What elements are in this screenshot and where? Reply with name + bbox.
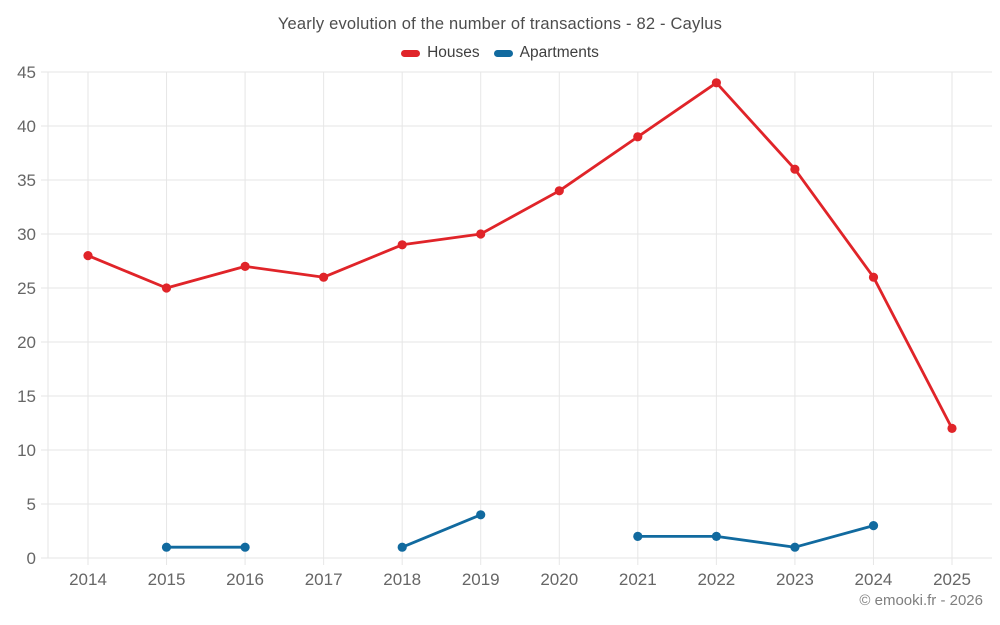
apartments-series-line [165, 513, 875, 549]
legend-item-apartments[interactable]: Apartments [493, 44, 599, 62]
y-tick-label: 20 [17, 333, 36, 352]
houses-series-line [86, 81, 954, 430]
y-tick-label: 0 [27, 549, 36, 568]
x-tick-label: 2016 [226, 570, 264, 589]
x-tick-label: 2022 [697, 570, 735, 589]
x-tick-label: 2021 [619, 570, 657, 589]
y-tick-label: 10 [17, 441, 36, 460]
houses-data-point[interactable] [240, 261, 250, 271]
y-tick-label: 15 [17, 387, 36, 406]
houses-data-point[interactable] [868, 272, 879, 282]
y-tick-label: 40 [17, 117, 36, 136]
apartments-data-point[interactable] [476, 510, 486, 520]
houses-data-point[interactable] [633, 132, 643, 142]
x-tick-label: 2014 [69, 570, 107, 589]
houses-data-point[interactable] [161, 283, 172, 293]
chart-title: Yearly evolution of the number of transa… [277, 15, 723, 33]
y-tick-label: 25 [17, 279, 36, 298]
apartments-data-point[interactable] [240, 542, 250, 552]
houses-data-point[interactable] [554, 186, 564, 196]
y-tick-label: 45 [17, 63, 36, 82]
x-tick-label: 2017 [305, 570, 343, 589]
x-tick-label: 2019 [462, 570, 500, 589]
x-tick-label: 2025 [933, 570, 971, 589]
legend-label-houses: Houses [427, 44, 480, 61]
footer-credit: © emooki.fr - 2026 [859, 592, 983, 609]
houses-series-swatch-icon [401, 49, 421, 57]
houses-data-point[interactable] [711, 78, 722, 88]
houses-data-point[interactable] [947, 423, 957, 433]
apartments-data-point[interactable] [711, 531, 722, 542]
houses-data-point[interactable] [790, 164, 800, 174]
x-tick-label: 2020 [540, 570, 578, 589]
y-tick-label: 5 [27, 495, 36, 514]
legend: Houses Apartments [0, 44, 1000, 62]
apartments-data-point[interactable] [633, 531, 643, 542]
y-tick-label: 35 [17, 171, 36, 190]
apartments-series-swatch-icon [493, 49, 513, 57]
houses-data-point[interactable] [319, 272, 329, 282]
y-tick-label: 30 [17, 225, 36, 244]
houses-data-point[interactable] [476, 229, 486, 239]
x-tick-label: 2023 [776, 570, 814, 589]
x-tick-label: 2018 [383, 570, 421, 589]
apartments-data-point[interactable] [161, 542, 172, 552]
x-tick-label: 2024 [855, 570, 893, 589]
houses-data-point[interactable] [83, 251, 93, 261]
apartments-data-point[interactable] [790, 542, 800, 552]
houses-data-point[interactable] [397, 240, 407, 250]
apartments-data-point[interactable] [397, 542, 407, 552]
apartments-data-point[interactable] [868, 521, 879, 531]
legend-item-houses[interactable]: Houses [401, 44, 480, 62]
x-tick-label: 2015 [148, 570, 186, 589]
legend-label-apartments: Apartments [519, 44, 599, 61]
